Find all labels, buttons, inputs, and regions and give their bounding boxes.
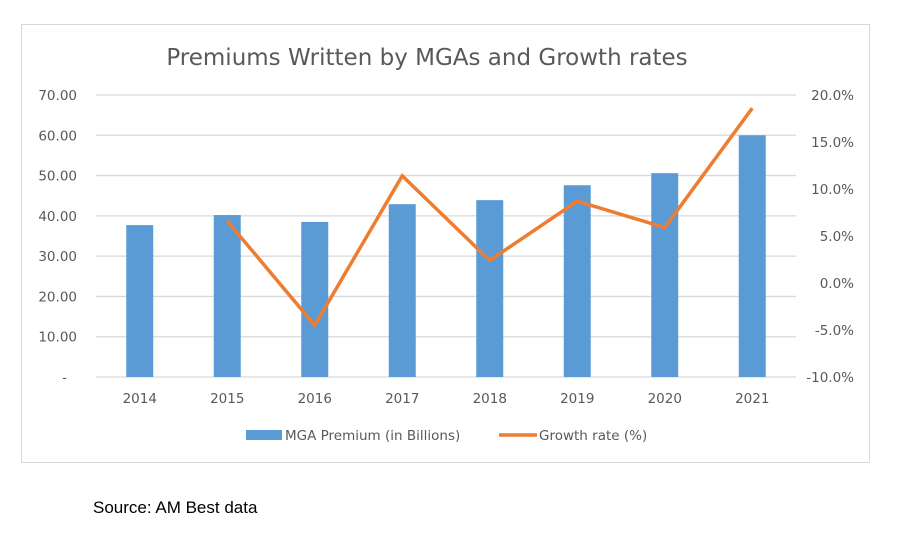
bar-2014: [126, 225, 154, 377]
legend-label-line: Growth rate (%): [539, 428, 647, 444]
right-tick-label: -10.0%: [806, 370, 854, 386]
legend: MGA Premium (in Billions) Growth rate (%): [246, 428, 647, 444]
chart-frame: Premiums Written by MGAs and Growth rate…: [21, 24, 870, 463]
x-tick-label: 2017: [385, 391, 419, 407]
right-tick-label: -5.0%: [815, 323, 854, 339]
left-axis-labels: - 10.00 20.00 30.00 40.00 50.00 60.00 70.00: [38, 88, 77, 386]
gridlines: [96, 94, 796, 378]
x-tick-label: 2014: [123, 391, 157, 407]
bar-2018: [476, 200, 504, 377]
x-tick-label: 2019: [560, 391, 594, 407]
bar-2017: [388, 204, 416, 377]
right-axis-labels: -10.0% -5.0% 0.0% 5.0% 10.0% 15.0% 20.0%: [806, 88, 854, 386]
right-tick-label: 0.0%: [820, 276, 854, 292]
legend-swatch-bar: [246, 430, 282, 440]
bar-2019: [563, 185, 591, 377]
legend-label-bar: MGA Premium (in Billions): [285, 428, 460, 444]
left-tick-label: 40.00: [38, 209, 77, 225]
left-tick-label: 30.00: [38, 249, 77, 265]
source-note: Source: AM Best data: [93, 498, 258, 517]
bar-2015: [213, 215, 241, 377]
x-axis-labels: 2014 2015 2016 2017 2018 2019 2020 2021: [123, 391, 770, 407]
right-tick-label: 5.0%: [820, 229, 854, 245]
left-tick-label: 60.00: [38, 128, 77, 144]
left-tick-label: 10.00: [38, 330, 77, 346]
left-tick-label: 50.00: [38, 169, 77, 185]
bar-2020: [651, 173, 679, 377]
bar-2016: [301, 221, 329, 377]
left-tick-label: 70.00: [38, 88, 77, 104]
x-tick-label: 2015: [210, 391, 244, 407]
x-tick-label: 2020: [648, 391, 682, 407]
right-tick-label: 10.0%: [811, 182, 854, 198]
left-tick-label: -: [62, 370, 67, 386]
x-tick-label: 2016: [298, 391, 332, 407]
right-tick-label: 15.0%: [811, 135, 854, 151]
combo-chart: Premiums Written by MGAs and Growth rate…: [38, 45, 854, 444]
x-tick-label: 2018: [473, 391, 507, 407]
right-tick-label: 20.0%: [811, 88, 854, 104]
x-tick-label: 2021: [735, 391, 769, 407]
left-tick-label: 20.00: [38, 289, 77, 305]
bar-2021: [738, 135, 766, 377]
bar-series: [126, 135, 766, 377]
chart-title: Premiums Written by MGAs and Growth rate…: [166, 45, 687, 71]
line-series: [225, 107, 754, 329]
